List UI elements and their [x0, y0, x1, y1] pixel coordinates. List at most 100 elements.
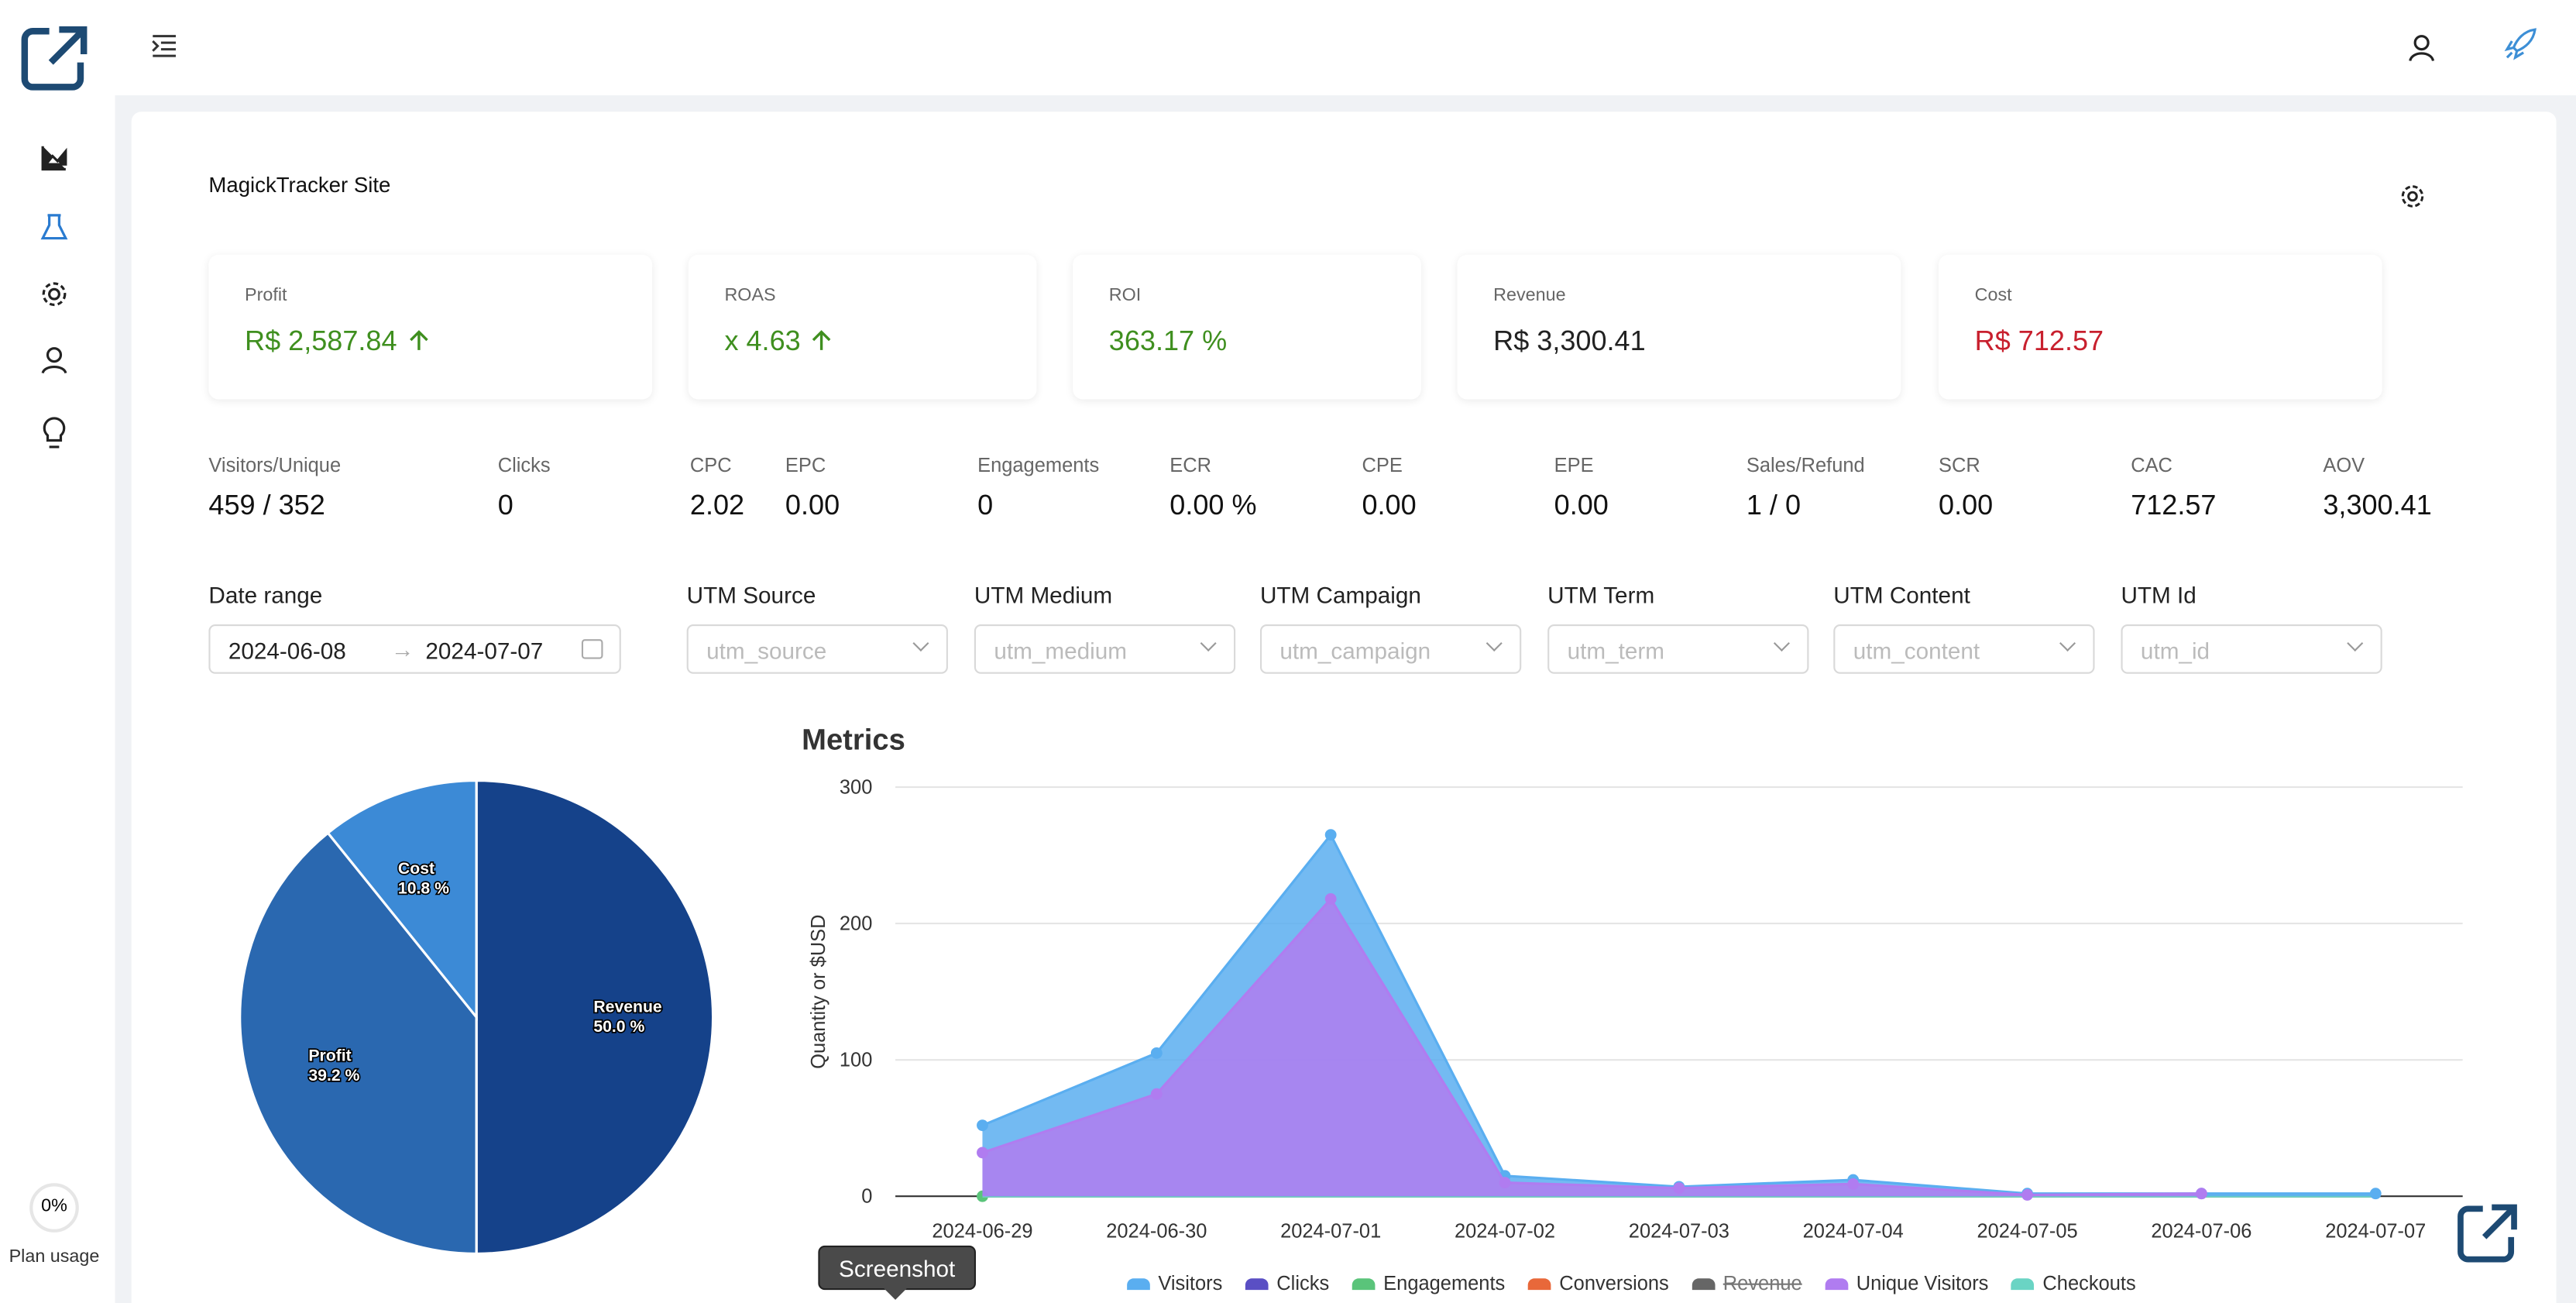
filter-select[interactable]: utm_medium	[974, 624, 1236, 674]
date-range-picker[interactable]: 2024-06-08 → 2024-07-07	[208, 624, 621, 674]
data-point	[1150, 1047, 1163, 1059]
user-icon[interactable]	[2407, 33, 2437, 62]
metric-label: SCR	[1939, 453, 1980, 477]
metric-value: 0.00	[1939, 490, 1994, 521]
plan-percent: 0%	[41, 1196, 67, 1216]
filter-placeholder: utm_campaign	[1279, 638, 1431, 664]
legend-swatch	[1352, 1277, 1376, 1290]
data-point	[1150, 1088, 1163, 1100]
y-tick-label: 200	[840, 913, 872, 935]
filter-label: Date range	[208, 581, 323, 608]
filter-placeholder: utm_content	[1853, 638, 1980, 664]
filter-label: UTM Campaign	[1259, 581, 1421, 608]
menu-toggle[interactable]	[151, 35, 177, 58]
chevron	[912, 634, 929, 652]
legend-label: Visitors	[1158, 1271, 1223, 1295]
legend-item[interactable]: Unique Visitors	[1825, 1272, 1988, 1295]
x-tick-label: 2024-07-03	[1629, 1220, 1729, 1242]
x-tick-label: 2024-06-30	[1106, 1220, 1207, 1242]
data-point	[977, 1119, 988, 1132]
series-area	[982, 899, 2202, 1197]
legend-item[interactable]: Conversions	[1527, 1272, 1669, 1295]
filter-select[interactable]: utm_content	[1833, 624, 2095, 674]
metric-value: 459 / 352	[208, 490, 325, 521]
site-title: MagickTracker Site	[208, 172, 391, 198]
kpi-label: Profit	[245, 286, 287, 306]
filter-placeholder: utm_term	[1567, 638, 1665, 664]
pie-value-label: 50.0 %	[593, 1018, 644, 1036]
data-point	[2195, 1188, 2207, 1200]
kpi-value: x 4.63	[724, 325, 833, 358]
metric-value: 3,300.41	[2323, 490, 2432, 521]
chevron	[2059, 634, 2076, 652]
filter-placeholder: utm_medium	[994, 638, 1127, 664]
filter-label: UTM Source	[686, 581, 816, 608]
chevron	[1773, 634, 1790, 652]
kpi-value: 363.17 %	[1108, 325, 1228, 357]
up-arrow	[812, 330, 832, 350]
plan-label: Plan usage	[9, 1246, 100, 1267]
data-point	[1673, 1182, 1685, 1195]
data-point	[1499, 1177, 1511, 1189]
metric-value: 2.02	[689, 490, 745, 521]
filter-label: UTM Content	[1833, 581, 1970, 608]
metric-label: AOV	[2323, 453, 2365, 477]
rocket-icon[interactable]	[2502, 26, 2539, 63]
legend-label: Checkouts	[2042, 1271, 2136, 1295]
metric-value: 0	[497, 490, 513, 521]
pie-label: Profit	[308, 1047, 351, 1065]
kpi-card: Revenue R$ 3,300.41	[1457, 254, 1901, 400]
legend-label: Engagements	[1383, 1271, 1506, 1295]
pie-value-label: 10.8 %	[398, 880, 449, 898]
metric-label: Visitors/Unique	[208, 453, 342, 477]
data-point	[1847, 1178, 1860, 1190]
metric-value: 1 / 0	[1746, 490, 1801, 521]
legend-item[interactable]: Checkouts	[2011, 1272, 2136, 1295]
y-tick-label: 300	[840, 777, 872, 799]
legend-label: Clicks	[1276, 1271, 1330, 1295]
x-tick-label: 2024-07-07	[2325, 1220, 2426, 1242]
metric-label: CPC	[689, 453, 732, 477]
kpi-card: ROAS x 4.63	[688, 254, 1037, 400]
settings-icon[interactable]	[2399, 182, 2427, 210]
filter-select[interactable]: utm_source	[686, 624, 948, 674]
legend-item[interactable]: Engagements	[1352, 1272, 1505, 1295]
legend-item[interactable]: Clicks	[1245, 1272, 1329, 1295]
pie-value-label: 39.2 %	[308, 1067, 359, 1085]
filter-select[interactable]: utm_campaign	[1259, 624, 1522, 674]
metric-value: 712.57	[2131, 490, 2217, 521]
up-arrow	[409, 330, 428, 350]
plan-gauge	[29, 1183, 79, 1233]
kpi-value: R$ 712.57	[1974, 325, 2104, 357]
legend-item[interactable]: Visitors	[1127, 1272, 1222, 1295]
sidebar-icons[interactable]	[36, 139, 73, 452]
metrics-chart: Metrics Quantity or $USD 0 100 200 300 2024-06…	[802, 723, 2463, 1242]
legend-item[interactable]: Revenue	[1692, 1271, 1802, 1295]
filter-select[interactable]: utm_id	[2121, 624, 2382, 674]
metric-label: CPE	[1362, 453, 1403, 477]
metric-value: 0.00	[1362, 490, 1417, 521]
x-tick-label: 2024-07-02	[1455, 1220, 1555, 1242]
kpi-card: Cost R$ 712.57	[1939, 254, 2382, 400]
kpi-card: Profit R$ 2,587.84	[208, 254, 653, 400]
legend-swatch	[1692, 1277, 1716, 1290]
x-tick-label: 2024-07-06	[2151, 1220, 2251, 1242]
legend-swatch	[1127, 1277, 1150, 1290]
pie-chart: Revenue 50.0 % Profit 39.2 % Cost 10.8 %	[239, 779, 715, 1256]
metric-value: 0.00 %	[1170, 490, 1257, 521]
chevron	[2347, 634, 2364, 652]
tooltip-arrow	[884, 1288, 907, 1300]
share-icon[interactable]	[2456, 1203, 2519, 1266]
filter-placeholder: utm_id	[2140, 638, 2210, 664]
logo[interactable]	[19, 25, 88, 94]
data-point	[1324, 829, 1337, 841]
legend-label: Revenue	[1722, 1271, 1802, 1295]
chart-title: Metrics	[802, 723, 905, 756]
data-point	[2021, 1189, 2033, 1201]
legend-swatch	[1825, 1277, 1849, 1290]
filter-select[interactable]: utm_term	[1547, 624, 1809, 674]
pie-slice	[326, 779, 478, 1021]
pie-label: Cost	[398, 860, 434, 878]
legend-swatch	[1527, 1277, 1551, 1290]
